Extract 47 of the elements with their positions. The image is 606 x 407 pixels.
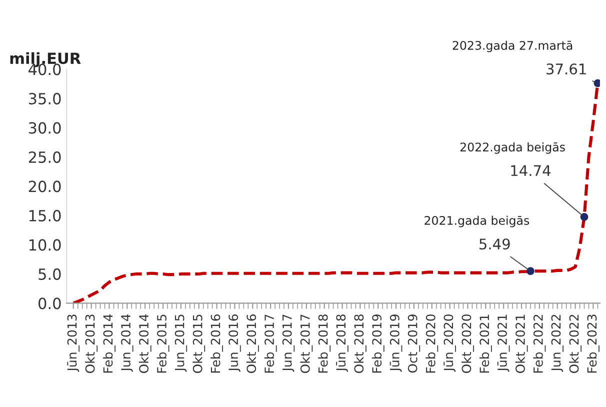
x-tick-label: Jūn_2013 [67,314,80,372]
x-tick-label: Jūn_2020 [444,314,456,372]
y-tick-label: 25.0 [28,151,61,163]
x-tick-label: Jun_2017 [282,314,295,372]
x-tick-label: Feb_2021 [479,314,492,373]
x-tick-label: Jūn_2019 [390,314,402,372]
x-tick-label: Feb_2022 [533,314,546,373]
x-tick-label: Okt_2017 [300,314,313,373]
x-tick-label: Feb_2016 [210,314,224,373]
x-tick-label: Okt_2014 [138,314,152,373]
x-tick-label: Jun_2016 [228,314,241,372]
x-tick-label: Okt_2018 [354,314,366,373]
x-tick-label: Feb_2017 [264,314,277,373]
x-tick-label: Okt_2020 [462,314,474,373]
y-tick-label: 35.0 [28,92,61,104]
x-tick-label: Okt_2021 [515,314,528,373]
y-tick-label: 30.0 [28,122,61,134]
x-tick-label: Jun_2014 [121,314,134,372]
y-tick-label: 0.0 [38,298,61,310]
y-tick-label: 5.0 [38,268,61,280]
x-tick-label: Jūn_2018 [336,314,348,372]
data-label: 14.74 [511,165,551,176]
x-tick-label: Feb_2015 [156,314,170,373]
x-tick-label: Feb_2014 [103,314,116,373]
data-label: 5.49 [480,238,510,250]
y-tick-label: 10.0 [29,239,61,251]
x-tick-label: Jun_2022 [551,314,564,372]
x-tick-label: Feb_2023 [586,314,600,373]
data-label: 37.61 [546,63,586,74]
x-tick-label: Okt_2015 [192,314,206,373]
point [594,79,600,88]
x-tick-label: Feb_2019 [372,314,384,373]
text: 2023.gada 27.martā [452,40,572,52]
x-tick-label: Okt_2022 [569,314,582,373]
y-tick-label: 15.0 [29,210,61,222]
point [580,213,588,221]
x-tick-label: Feb_2018 [318,314,331,373]
annotation: 2021.gada beigās [424,216,530,228]
x-tick-label: Okt_2016 [246,314,259,373]
y-tick-label: 20.0 [28,180,61,192]
x-tick-label: Jūn_2021 [497,314,510,372]
point [526,267,534,276]
x-tick-label: Feb_2020 [426,314,438,373]
x-tick-label: Jun_2015 [174,314,188,372]
annotation: 2022.gada beigās [460,142,565,154]
x-tick-label: Oct_2019 [408,314,420,373]
x-tick-label: Okt_2013 [85,314,98,373]
